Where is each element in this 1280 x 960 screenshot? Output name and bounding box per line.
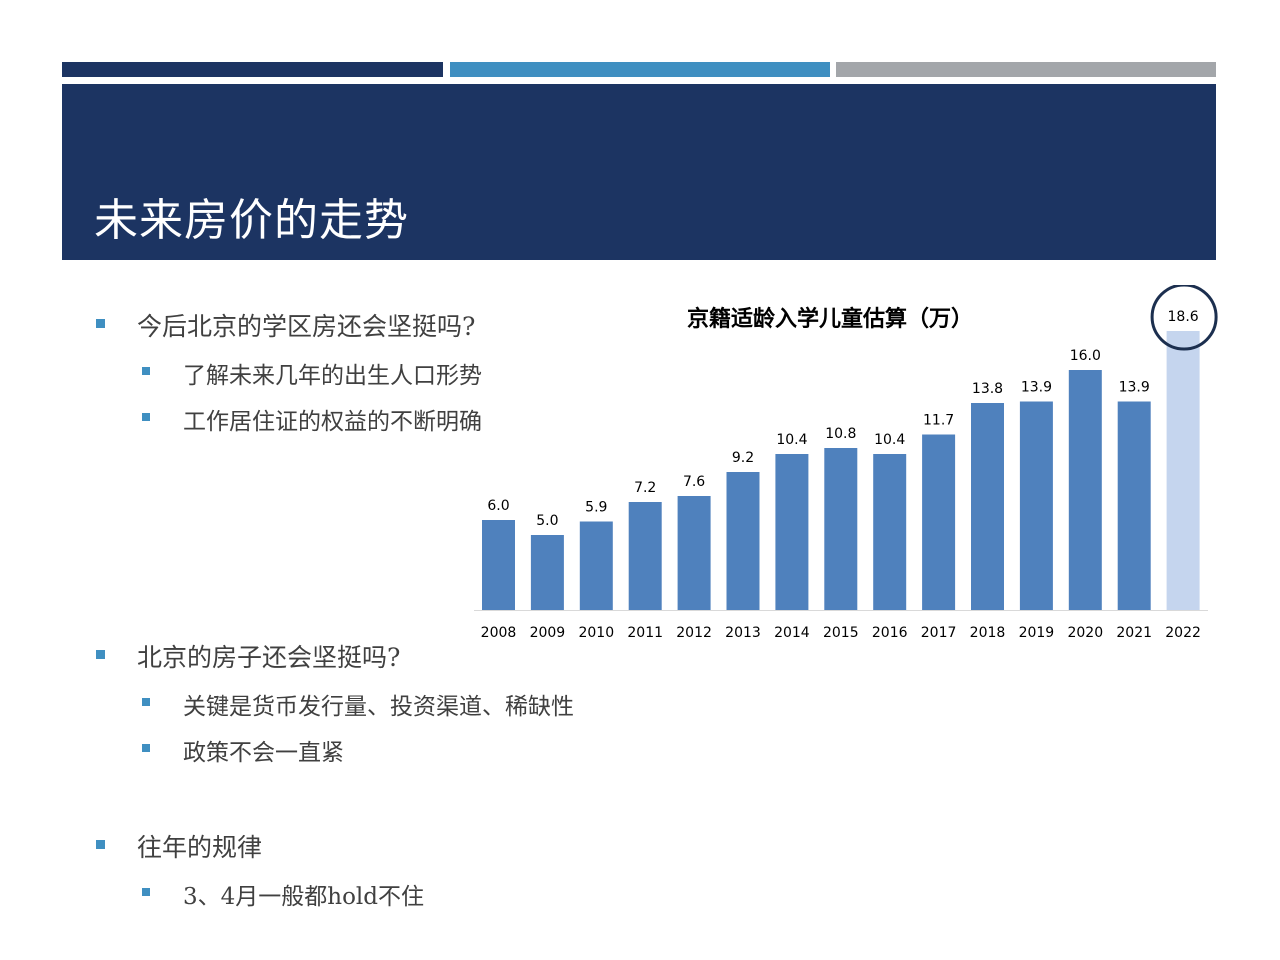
bullet-q1-text: 今后北京的学区房还会坚挺吗? xyxy=(137,312,476,341)
bar-2012 xyxy=(677,496,711,610)
x-tick-2019: 2019 xyxy=(1019,625,1055,641)
data-label-2015: 10.8 xyxy=(825,426,856,442)
data-label-2019: 13.9 xyxy=(1021,380,1052,396)
x-tick-2016: 2016 xyxy=(872,625,908,641)
bullet-square-icon xyxy=(142,744,150,752)
x-tick-2021: 2021 xyxy=(1116,625,1152,641)
x-tick-2010: 2010 xyxy=(578,625,614,641)
data-label-2018: 13.8 xyxy=(972,381,1003,397)
title-banner xyxy=(62,84,1216,260)
bar-chart: 6.0 2008 5.0 2009 5.9 2010 7.2 2011 7.6 2012 9.2 20… xyxy=(474,285,1218,641)
data-label-2017: 11.7 xyxy=(923,413,954,429)
data-label-2013: 9.2 xyxy=(732,450,754,466)
x-tick-2020: 2020 xyxy=(1067,625,1103,641)
data-label-2022: 18.6 xyxy=(1168,309,1199,325)
bar-2015 xyxy=(824,448,858,610)
x-tick-2015: 2015 xyxy=(823,625,859,641)
data-label-2008: 6.0 xyxy=(487,498,509,514)
header-strip-blue xyxy=(450,62,830,77)
x-tick-2012: 2012 xyxy=(676,625,712,641)
x-tick-2018: 2018 xyxy=(970,625,1006,641)
bullet-square-icon xyxy=(96,840,105,849)
data-label-2012: 7.6 xyxy=(683,474,705,490)
bullet-q3-sub1-text: 3、4月一般都hold不住 xyxy=(183,884,425,910)
x-tick-2011: 2011 xyxy=(627,625,663,641)
bullet-square-icon xyxy=(142,888,150,896)
bullet-square-icon xyxy=(96,319,105,328)
x-tick-2009: 2009 xyxy=(530,625,566,641)
bar-2010 xyxy=(579,521,613,610)
x-tick-2014: 2014 xyxy=(774,625,810,641)
data-label-2016: 10.4 xyxy=(874,432,905,448)
bar-2009 xyxy=(530,535,564,610)
highlight-circle xyxy=(1150,285,1218,351)
bullet-square-icon xyxy=(96,650,105,659)
bar-2008 xyxy=(482,520,515,610)
chart-title: 京籍适龄入学儿童估算（万） xyxy=(686,306,973,332)
x-tick-2013: 2013 xyxy=(725,625,761,641)
data-label-2014: 10.4 xyxy=(776,432,807,448)
bar-2020 xyxy=(1068,370,1102,610)
bullet-q2-sub1-text: 关键是货币发行量、投资渠道、稀缺性 xyxy=(183,694,574,720)
data-label-2021: 13.9 xyxy=(1119,380,1150,396)
header-strip-gray xyxy=(836,62,1216,77)
x-tick-2017: 2017 xyxy=(921,625,957,641)
slide-title: 未来房价的走势 xyxy=(94,195,409,246)
data-label-2009: 5.0 xyxy=(536,513,558,529)
bullet-q2-sub2-text: 政策不会一直紧 xyxy=(183,740,344,766)
bullet-q1-sub1-text: 了解未来几年的出生人口形势 xyxy=(183,363,482,389)
x-tick-2008: 2008 xyxy=(481,625,517,641)
bar-2016 xyxy=(873,454,907,610)
bar-2021 xyxy=(1117,401,1151,610)
bullet-q1-sub2-text: 工作居住证的权益的不断明确 xyxy=(183,409,482,435)
bar-2019 xyxy=(1019,401,1053,610)
bullet-q2-text: 北京的房子还会坚挺吗? xyxy=(137,643,401,672)
bullet-q3-text: 往年的规律 xyxy=(137,833,263,862)
bar-2014 xyxy=(775,454,809,610)
bullet-square-icon xyxy=(142,367,150,375)
bar-2017 xyxy=(922,434,956,610)
data-label-2011: 7.2 xyxy=(634,480,656,496)
bullet-square-icon xyxy=(142,698,150,706)
bar-2013 xyxy=(726,472,760,610)
bar-2022 xyxy=(1166,331,1200,610)
bar-2018 xyxy=(971,403,1004,610)
bullet-square-icon xyxy=(142,413,150,421)
x-tick-2022: 2022 xyxy=(1165,625,1201,641)
data-label-2010: 5.9 xyxy=(585,500,607,516)
bar-2011 xyxy=(628,502,662,610)
data-label-2020: 16.0 xyxy=(1070,348,1101,364)
header-strip-navy xyxy=(62,62,443,77)
